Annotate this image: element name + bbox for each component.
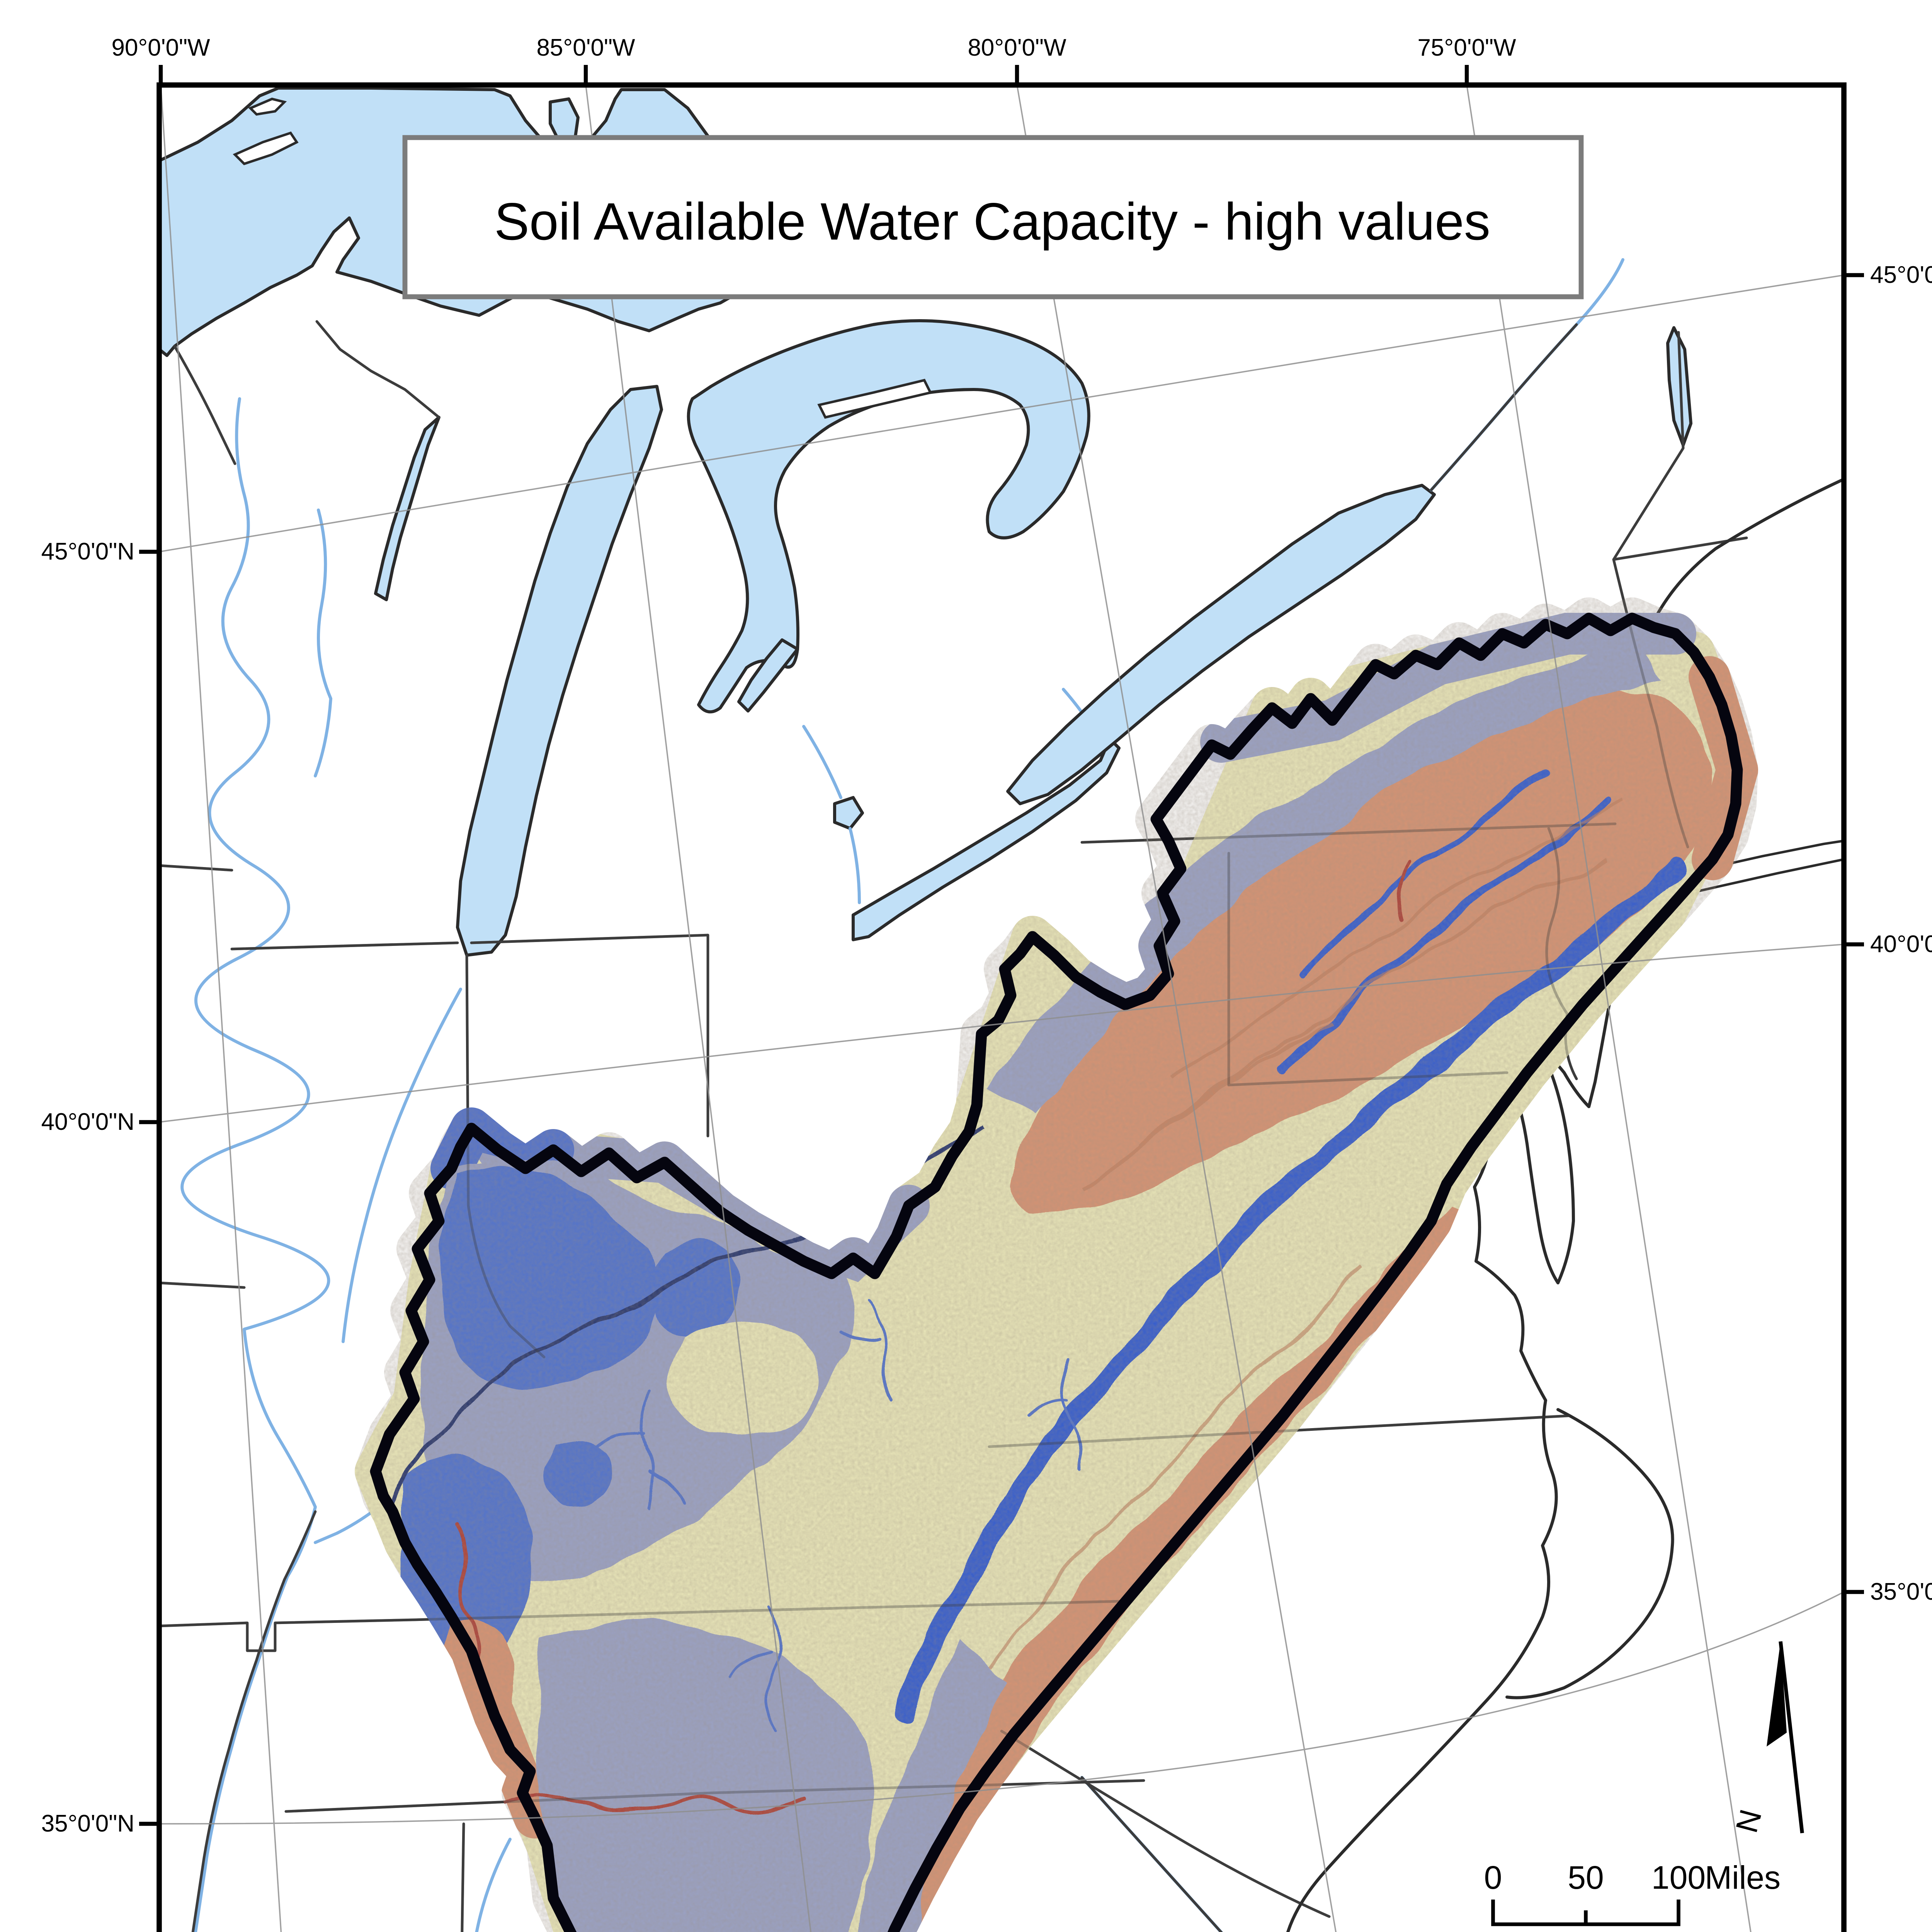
title-box-frame [402, 135, 1584, 299]
scalebar-zero: 0 [1484, 1859, 1502, 1896]
graticule-ticks [139, 65, 1864, 1826]
scalebar-fifty: 50 [1568, 1859, 1604, 1896]
label-left-35n: 35°0'0"N [41, 1810, 134, 1837]
label-left-45n: 45°0'0"N [41, 538, 134, 565]
graticule-labels: 90°0'0"W 85°0'0"W 80°0'0"W 75°0'0"W 90°0… [41, 34, 1932, 1837]
map-frame [156, 82, 1847, 1932]
scalebar: 0 50 100 Miles [1484, 1859, 1781, 1926]
meridian-85w [585, 85, 812, 1932]
parallel-40n [159, 944, 1844, 1123]
superior-island [248, 97, 287, 116]
graticule-lines [159, 85, 1844, 1932]
manitoulin-island [817, 379, 932, 419]
parallel-35n [159, 1591, 1844, 1825]
scalebar-hundred: 100 [1651, 1859, 1706, 1896]
label-right-40n: 40°0'0"N [1870, 931, 1932, 957]
north-arrow-shaft [1779, 1641, 1804, 1833]
label-right-35n: 35°0'0"N [1870, 1578, 1932, 1605]
north-arrow-head [1767, 1641, 1787, 1747]
meridian-75w [1466, 85, 1752, 1932]
label-top-90w: 90°0'0"W [111, 34, 210, 61]
label-left-40n: 40°0'0"N [41, 1109, 134, 1135]
meridian-80w [1016, 85, 1337, 1932]
mississippi-border-line [191, 1510, 317, 1932]
label-top-80w: 80°0'0"W [968, 34, 1066, 61]
meridian-90w [160, 85, 282, 1932]
isle-royale [233, 131, 299, 165]
raster-grain [278, 587, 1824, 1932]
scalebar-unit: Miles [1705, 1859, 1781, 1896]
map-content [159, 85, 1844, 1932]
title-box: Soil Available Water Capacity - high val… [402, 135, 1584, 299]
label-top-85w: 85°0'0"W [536, 34, 635, 61]
soil-raster [278, 587, 1824, 1932]
label-top-75w: 75°0'0"W [1417, 34, 1516, 61]
label-right-45n: 45°0'0"N [1870, 262, 1932, 288]
region-boundary [370, 612, 1743, 1932]
scalebar-bar [1491, 1900, 1680, 1926]
green-bay [374, 416, 440, 601]
map-title: Soil Available Water Capacity - high val… [494, 192, 1490, 251]
parallel-45n [159, 274, 1844, 553]
